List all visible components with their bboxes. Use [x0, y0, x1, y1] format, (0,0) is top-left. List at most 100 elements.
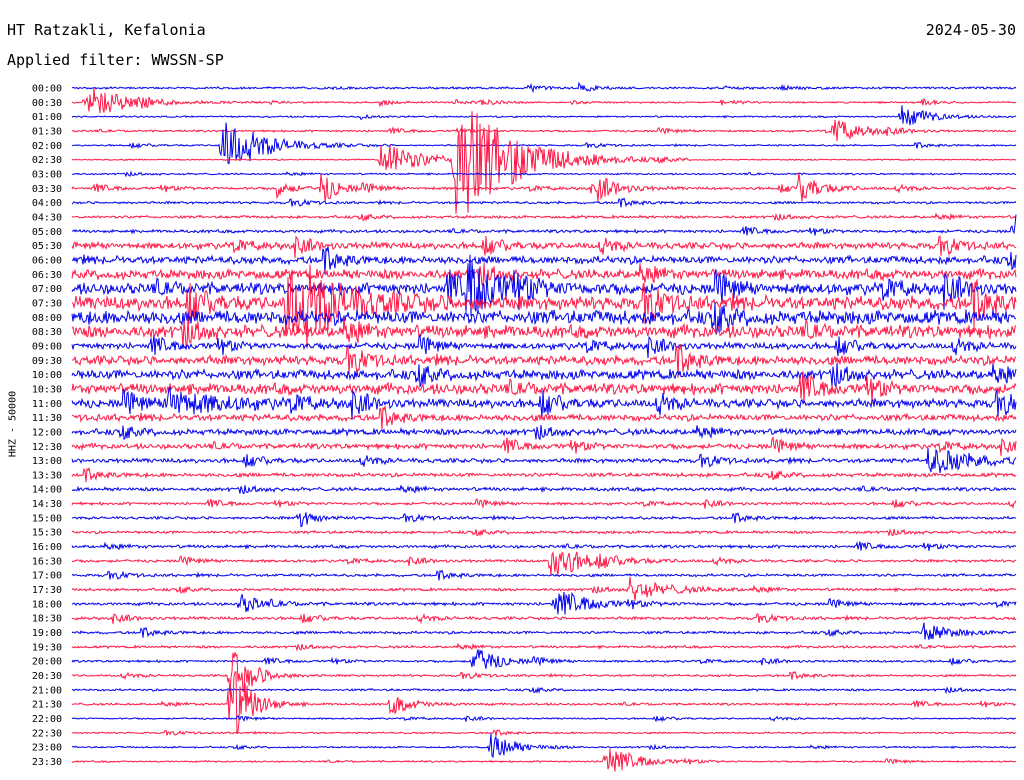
filter-label: Applied filter: WWSSN-SP — [7, 51, 224, 69]
trace-row-20:30 — [71, 652, 1017, 696]
time-tick-03:00: 03:00 — [32, 169, 62, 180]
trace-row-14:00 — [71, 484, 1017, 495]
time-tick-18:30: 18:30 — [32, 614, 62, 625]
time-tick-14:00: 14:00 — [32, 485, 62, 496]
time-tick-09:00: 09:00 — [32, 341, 62, 352]
time-tick-00:30: 00:30 — [32, 98, 62, 109]
trace-row-02:00 — [71, 122, 1017, 165]
time-tick-08:30: 08:30 — [32, 327, 62, 338]
trace-row-01:00 — [71, 105, 1017, 126]
time-tick-08:00: 08:00 — [32, 313, 62, 324]
trace-row-06:30 — [71, 262, 1017, 288]
trace-row-10:00 — [71, 363, 1017, 389]
time-tick-19:30: 19:30 — [32, 642, 62, 653]
trace-row-21:00 — [72, 686, 1017, 695]
time-tick-01:30: 01:30 — [32, 126, 62, 137]
trace-row-18:00 — [71, 591, 1017, 615]
trace-row-05:30 — [71, 235, 1017, 258]
time-tick-17:00: 17:00 — [32, 571, 62, 582]
time-tick-11:30: 11:30 — [32, 413, 62, 424]
time-tick-07:30: 07:30 — [32, 298, 62, 309]
trace-row-00:30 — [71, 87, 1017, 114]
date-label: 2024-05-30 — [925, 21, 1016, 39]
time-tick-05:00: 05:00 — [32, 227, 62, 238]
time-tick-18:00: 18:00 — [32, 599, 62, 610]
time-tick-12:00: 12:00 — [32, 427, 62, 438]
time-tick-20:30: 20:30 — [32, 671, 62, 682]
trace-row-15:00 — [71, 512, 1016, 528]
trace-row-23:00 — [71, 733, 1017, 759]
time-tick-21:30: 21:30 — [32, 700, 62, 711]
trace-row-07:30 — [71, 264, 1017, 349]
trace-row-17:00 — [71, 569, 1017, 581]
trace-group — [71, 81, 1017, 772]
trace-row-04:00 — [71, 197, 1017, 208]
trace-row-11:30 — [72, 406, 1017, 431]
time-tick-14:30: 14:30 — [32, 499, 62, 510]
time-tick-11:00: 11:00 — [32, 399, 62, 410]
time-tick-16:00: 16:00 — [32, 542, 62, 553]
trace-row-16:30 — [71, 551, 1017, 576]
trace-row-22:30 — [71, 729, 1017, 737]
trace-row-11:00 — [71, 386, 1017, 420]
time-tick-01:00: 01:00 — [32, 112, 62, 123]
time-tick-04:30: 04:30 — [32, 212, 62, 223]
trace-row-03:30 — [71, 172, 1017, 202]
time-tick-15:00: 15:00 — [32, 513, 62, 524]
trace-row-18:30 — [71, 612, 1017, 625]
time-tick-17:30: 17:30 — [32, 585, 62, 596]
trace-row-08:30 — [71, 317, 1017, 348]
trace-row-10:30 — [71, 371, 1017, 405]
time-tick-09:30: 09:30 — [32, 356, 62, 367]
trace-row-22:00 — [71, 715, 1017, 723]
time-tick-06:00: 06:00 — [32, 255, 62, 266]
station-title: HT Ratzakli, Kefalonia — [7, 21, 206, 39]
time-tick-12:30: 12:30 — [32, 442, 62, 453]
trace-row-03:00 — [71, 170, 1017, 178]
time-tick-15:30: 15:30 — [32, 528, 62, 539]
trace-row-21:30 — [71, 671, 1017, 735]
trace-row-23:30 — [71, 748, 1017, 772]
time-tick-07:00: 07:00 — [32, 284, 62, 295]
time-tick-02:30: 02:30 — [32, 155, 62, 166]
time-tick-10:30: 10:30 — [32, 384, 62, 395]
trace-row-09:30 — [72, 344, 1017, 378]
time-tick-02:00: 02:00 — [32, 141, 62, 152]
time-tick-05:30: 05:30 — [32, 241, 62, 252]
trace-row-17:30 — [71, 576, 1017, 601]
time-tick-04:00: 04:00 — [32, 198, 62, 209]
trace-row-06:00 — [71, 246, 1017, 275]
time-tick-20:00: 20:00 — [32, 657, 62, 668]
trace-row-14:30 — [71, 498, 1017, 510]
time-tick-22:00: 22:00 — [32, 714, 62, 725]
time-tick-22:30: 22:30 — [32, 728, 62, 739]
trace-row-01:30 — [71, 119, 1017, 142]
trace-row-19:30 — [71, 642, 1017, 652]
trace-row-02:30 — [71, 111, 1017, 214]
trace-row-07:00 — [71, 254, 1017, 317]
time-tick-23:30: 23:30 — [32, 757, 62, 768]
time-tick-10:00: 10:00 — [32, 370, 62, 381]
trace-row-08:00 — [71, 302, 1017, 335]
time-tick-06:30: 06:30 — [32, 270, 62, 281]
time-tick-23:00: 23:00 — [32, 743, 62, 754]
trace-row-20:00 — [71, 649, 1017, 669]
trace-row-15:30 — [71, 528, 1017, 538]
trace-row-00:00 — [71, 81, 1017, 94]
trace-row-12:00 — [71, 424, 1017, 441]
trace-row-05:00 — [71, 214, 1017, 236]
time-tick-00:00: 00:00 — [32, 84, 62, 95]
time-tick-13:30: 13:30 — [32, 470, 62, 481]
time-tick-13:00: 13:00 — [32, 456, 62, 467]
time-tick-labels: 00:00 00:30 01:00 01:30 02:00 02:30 03:00 03:30… — [32, 84, 62, 769]
trace-row-04:30 — [71, 212, 1017, 222]
trace-row-13:30 — [71, 466, 1017, 483]
trace-row-19:00 — [71, 622, 1017, 640]
trace-row-12:30 — [71, 435, 1017, 456]
time-tick-16:30: 16:30 — [32, 556, 62, 567]
time-tick-03:30: 03:30 — [32, 184, 62, 195]
time-tick-19:00: 19:00 — [32, 628, 62, 639]
trace-row-09:00 — [71, 332, 1017, 359]
trace-row-16:00 — [71, 541, 1017, 551]
